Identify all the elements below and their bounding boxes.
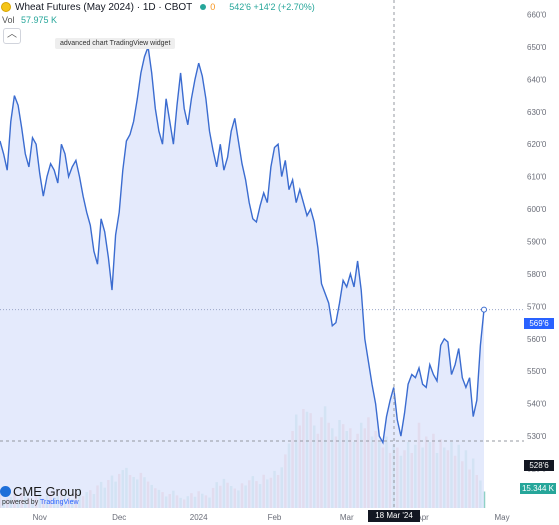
y-tick-label: 610'0 xyxy=(527,173,547,182)
volume-legend: Vol 57.975 K xyxy=(2,15,57,25)
y-tick-label: 640'0 xyxy=(527,75,547,84)
powered-by-brand: TradingView xyxy=(40,499,79,506)
y-tick-label: 550'0 xyxy=(527,367,547,376)
logo-text: CME Group xyxy=(13,484,82,499)
volume-value: 57.975 K xyxy=(21,15,58,25)
y-tick-label: 540'0 xyxy=(527,400,547,409)
volume-label: Vol xyxy=(2,15,15,25)
current-price-label: 569'6 xyxy=(524,318,554,329)
market-status-dot-icon xyxy=(200,4,207,10)
price-area-fill xyxy=(0,46,484,509)
y-tick-label: 530'0 xyxy=(527,432,547,441)
crosshair-date-label: 18 Mar '24 xyxy=(368,510,420,522)
last-price-dot xyxy=(481,306,487,313)
x-tick-label: Apr xyxy=(416,513,429,522)
x-tick-label: May xyxy=(494,513,509,522)
y-tick-label: 630'0 xyxy=(527,108,547,117)
y-tick-label: 650'0 xyxy=(527,43,547,52)
x-tick-label: Feb xyxy=(268,513,282,522)
y-tick-label: 600'0 xyxy=(527,205,547,214)
x-tick-label: Mar xyxy=(340,513,354,522)
chart-header: Wheat Futures (May 2024) · 1D · CBOT 0 5… xyxy=(0,0,315,14)
x-tick-label: Dec xyxy=(112,513,126,522)
chevron-up-icon[interactable]: ︿ xyxy=(3,28,21,44)
y-tick-label: 560'0 xyxy=(527,335,547,344)
y-tick-label: 580'0 xyxy=(527,270,547,279)
symbol-title[interactable]: Wheat Futures (May 2024) · 1D · CBOT xyxy=(15,1,193,13)
last-volume-label: 15.344 K xyxy=(520,483,556,494)
cme-globe-icon xyxy=(0,486,11,497)
widget-tooltip: advanced chart TradingView widget xyxy=(55,38,176,49)
x-axis: Nov Dec 2024 Feb Mar Apr May xyxy=(33,513,510,522)
y-tick-label: 660'0 xyxy=(527,10,547,19)
y-tick-label: 590'0 xyxy=(527,238,547,247)
wheat-coin-icon xyxy=(1,2,11,12)
price-change: 542'6 +14'2 (+2.70%) xyxy=(229,2,315,12)
powered-by-label: powered by xyxy=(2,499,39,506)
powered-by[interactable]: powered by TradingView xyxy=(2,499,79,506)
crosshair-price-label: 528'6 xyxy=(524,460,554,471)
y-tick-label: 570'0 xyxy=(527,302,547,311)
price-line xyxy=(0,46,485,445)
x-tick-label: 2024 xyxy=(190,513,208,522)
x-tick-label: Nov xyxy=(33,513,47,522)
y-tick-label: 620'0 xyxy=(527,140,547,149)
status-chip: 0 xyxy=(210,2,216,12)
cme-logo[interactable]: CME Group xyxy=(0,484,82,499)
y-axis: 520'0530'0540'0550'0560'0570'0580'0590'0… xyxy=(527,10,547,473)
